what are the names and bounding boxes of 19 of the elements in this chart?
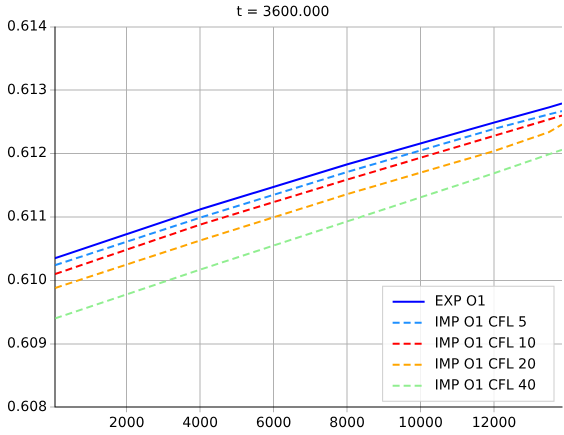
y-tick-label: 0.612: [6, 145, 48, 162]
x-tick-label: 6000: [256, 415, 292, 432]
y-tick-label: 0.608: [6, 398, 48, 415]
chart-title: t = 3600.000: [236, 4, 330, 20]
x-tick-label: 2000: [108, 415, 145, 432]
y-tick-label: 0.613: [6, 82, 48, 98]
legend-label: IMP O1 CFL 10: [434, 335, 536, 352]
x-tick-label: 10000: [398, 415, 443, 432]
legend-label: IMP O1 CFL 20: [434, 356, 536, 372]
legend-label: EXP O1: [434, 293, 486, 310]
y-tick-label: 0.611: [6, 208, 48, 225]
x-tick-label: 4000: [182, 415, 218, 432]
x-tick-label: 8000: [329, 415, 365, 432]
legend-label: IMP O1 CFL 40: [434, 377, 536, 394]
y-tick-label: 0.610: [6, 272, 48, 288]
y-tick-label: 0.614: [6, 18, 48, 34]
y-tick-label: 0.609: [6, 335, 48, 352]
x-tick-label: 12000: [472, 415, 516, 432]
legend-label: IMP O1 CFL 5: [434, 314, 528, 330]
